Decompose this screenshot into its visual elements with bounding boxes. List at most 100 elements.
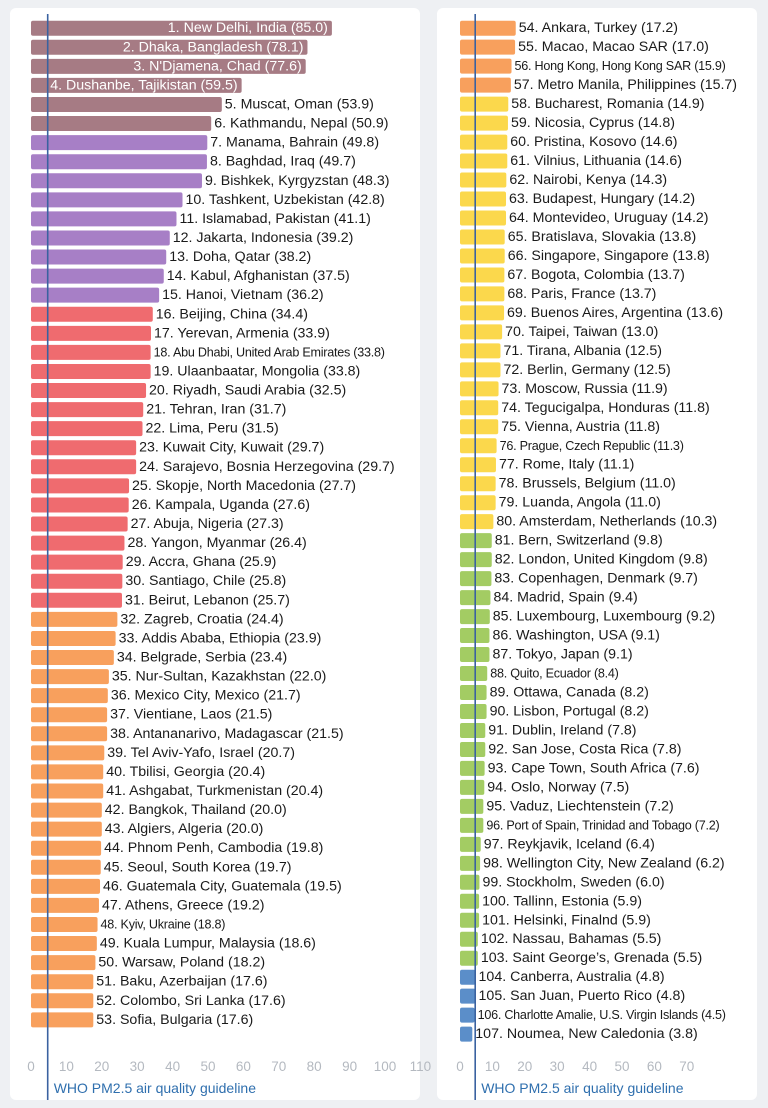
bar-label: 65. Bratislava, Slovakia (13.8) <box>508 229 696 245</box>
bar-label: 102. Nassau, Bahamas (5.5) <box>481 931 662 947</box>
bar-label: 89. Ottawa, Canada (8.2) <box>490 685 649 701</box>
bar <box>31 554 123 570</box>
bar <box>31 974 94 990</box>
bar-label: 78. Brussels, Belgium (11.0) <box>499 476 676 492</box>
bar <box>31 459 137 475</box>
bar-label: 107. Noumea, New Caledonia (3.8) <box>475 1026 697 1042</box>
bar <box>31 1012 94 1028</box>
bar-label: 82. London, United Kingdom (9.8) <box>495 552 708 568</box>
bar <box>31 211 177 227</box>
bar-label: 57. Metro Manila, Philippines (15.7) <box>514 77 737 93</box>
bar-label: 96. Port of Spain, Trinidad and Tobago (… <box>486 818 719 832</box>
bar <box>460 438 497 454</box>
bar-label: 62. Nairobi, Kenya (14.3) <box>509 172 667 188</box>
bar <box>31 840 102 856</box>
bar <box>460 457 496 473</box>
bar-label: 56. Hong Kong, Hong Kong SAR (15.9) <box>515 59 726 73</box>
bar <box>460 172 507 188</box>
right-bars: 54. Ankara, Turkey (17.2) 55. Macao, Maca… <box>460 20 737 1042</box>
bar <box>31 154 207 170</box>
bar <box>460 912 480 928</box>
bar-label: 10. Tashkent, Uzbekistan (42.8) <box>186 192 385 208</box>
x-tick-label: 10 <box>59 1059 74 1074</box>
bar-label: 104. Canberra, Australia (4.8) <box>479 969 665 985</box>
bar <box>460 362 501 378</box>
bar <box>460 476 496 492</box>
bar <box>460 817 484 833</box>
bar <box>460 741 486 757</box>
bar-label: 13. Doha, Qatar (38.2) <box>169 249 311 265</box>
bar <box>31 440 137 456</box>
bar <box>31 650 114 666</box>
bar <box>31 230 170 246</box>
bar-label: 35. Nur-Sultan, Kazakhstan (22.0) <box>112 669 327 685</box>
bar-label: 84. Madrid, Spain (9.4) <box>493 590 637 606</box>
bar <box>31 363 151 379</box>
bar <box>460 685 487 700</box>
x-tick-label: 70 <box>271 1059 286 1074</box>
bar <box>31 878 101 894</box>
bar-label: 80. Amsterdam, Netherlands (10.3) <box>496 514 717 530</box>
bar <box>31 383 147 399</box>
bar-label: 77. Rome, Italy (11.1) <box>499 457 634 473</box>
bar-label: 88. Quito, Ecuador (8.4) <box>490 667 618 681</box>
bar-label: 53. Sofia, Bulgaria (17.6) <box>96 1012 253 1028</box>
bar <box>31 173 202 189</box>
bar-label: 49. Kuala Lumpur, Malaysia (18.6) <box>100 936 316 952</box>
bar-label: 45. Seoul, South Korea (19.7) <box>104 859 292 875</box>
bar <box>460 514 494 530</box>
bar-label: 11. Islamabad, Pakistan (41.1) <box>179 211 370 227</box>
bar-label: 98. Wellington City, New Zealand (6.2) <box>483 855 725 871</box>
bar <box>31 402 144 418</box>
bar-label: 64. Montevideo, Uruguay (14.2) <box>509 210 709 226</box>
bar-label: 105. San Juan, Puerto Rico (4.8) <box>479 988 686 1004</box>
bar-label: 95. Vaduz, Liechtenstein (7.2) <box>486 798 673 814</box>
bar-label: 87. Tokyo, Japan (9.1) <box>492 647 632 663</box>
bar <box>31 688 108 704</box>
bar <box>31 497 129 513</box>
bar-label: 60. Pristina, Kosovo (14.6) <box>510 134 677 150</box>
bar <box>460 381 499 397</box>
x-tick-label: 30 <box>550 1059 565 1074</box>
bar <box>460 703 487 719</box>
bar-label: 67. Bogota, Colombia (13.7) <box>507 267 684 283</box>
bar <box>31 344 151 360</box>
bar-label: 99. Stockholm, Sweden (6.0) <box>482 874 664 890</box>
bar-label: 31. Beirut, Lebanon (25.7) <box>125 592 290 608</box>
bar-label: 79. Luanda, Angola (11.0) <box>499 495 661 511</box>
bar <box>460 58 512 74</box>
bar-label: 26. Kampala, Uganda (27.6) <box>132 497 310 513</box>
bar-label: 59. Nicosia, Cyprus (14.8) <box>511 115 675 131</box>
bar <box>460 495 496 511</box>
bar-label: 44. Phnom Penh, Cambodia (19.8) <box>104 840 323 856</box>
bar-label: 14. Kabul, Afghanistan (37.5) <box>167 268 350 284</box>
bar <box>31 249 167 265</box>
bar <box>31 135 208 151</box>
bar <box>460 798 484 814</box>
left-x-axis-ticks: 0 10 20 30 40 50 60 70 80 90 100 110 <box>27 1059 431 1074</box>
bar-label: 50. Warsaw, Poland (18.2) <box>98 955 265 971</box>
bar-label: 15. Hanoi, Vietnam (36.2) <box>162 287 323 303</box>
bar <box>460 950 478 966</box>
right-x-axis-ticks: 0 10 20 30 40 50 60 70 <box>456 1059 694 1074</box>
bar <box>31 325 152 341</box>
x-tick-label: 90 <box>342 1059 357 1074</box>
bar <box>31 783 104 799</box>
bar-label: 100. Tallinn, Estonia (5.9) <box>482 893 642 909</box>
bar-label: 12. Jakarta, Indonesia (39.2) <box>173 230 354 246</box>
bar <box>460 666 488 682</box>
left-bar-chart: 1. New Delhi, India (85.0) 2. Dhaka, Bang… <box>27 14 431 1100</box>
x-tick-label: 60 <box>647 1059 662 1074</box>
bar <box>31 58 306 74</box>
bar <box>31 268 164 284</box>
bar <box>460 836 481 852</box>
bar <box>31 20 332 36</box>
x-tick-label: 70 <box>679 1059 694 1074</box>
bar-label: 27. Abuja, Nigeria (27.3) <box>131 516 284 532</box>
bar-label: 18. Abu Dhabi, United Arab Emirates (33.… <box>154 345 385 359</box>
bar <box>31 764 104 780</box>
x-tick-label: 0 <box>27 1059 35 1074</box>
bar <box>31 802 102 818</box>
bar <box>460 931 478 947</box>
